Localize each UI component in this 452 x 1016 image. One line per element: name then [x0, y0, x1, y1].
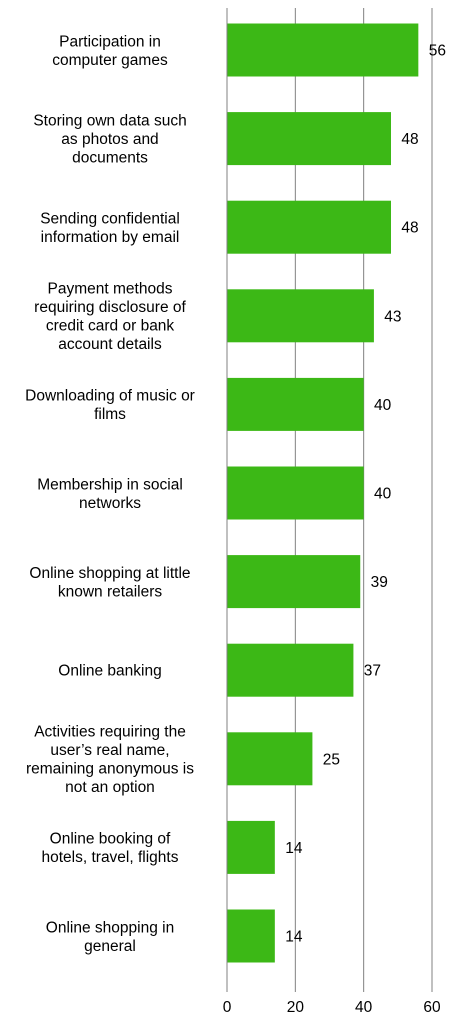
category-label-line: general: [84, 938, 136, 955]
category-label-line: networks: [79, 495, 141, 512]
category-label-10: Online shopping in general: [46, 919, 174, 955]
bar-5: [227, 466, 364, 520]
x-tick-label-40: 40: [355, 999, 373, 1016]
bar-3: [227, 289, 374, 343]
bars: [227, 23, 419, 963]
value-label-6: 39: [371, 574, 388, 591]
category-label-line: hotels, travel, flights: [42, 849, 179, 866]
category-label-line: Activities requiring the: [34, 724, 186, 741]
bar-2: [227, 200, 391, 254]
category-label-1: Storing own data such as photos and docume…: [33, 113, 186, 167]
category-label-7: Online banking: [58, 663, 161, 680]
x-tick-label-0: 0: [223, 999, 232, 1016]
category-label-line: Online banking: [58, 663, 161, 680]
category-label-line: computer games: [52, 52, 168, 69]
category-label-line: remaining anonymous is: [26, 761, 194, 778]
category-label-line: known retailers: [58, 583, 162, 600]
value-label-5: 40: [374, 486, 392, 503]
value-label-3: 43: [384, 308, 401, 325]
category-label-line: Online shopping at little: [29, 565, 190, 582]
bar-8: [227, 732, 313, 786]
category-label-9: Online booking of hotels, travel, flights: [42, 831, 179, 867]
category-label-line: credit card or bank: [46, 318, 175, 335]
category-label-6: Online shopping at little known retailers: [29, 565, 190, 601]
bar-9: [227, 820, 275, 874]
value-label-8: 25: [323, 751, 340, 768]
category-label-line: information by email: [41, 229, 180, 246]
category-label-line: as photos and: [61, 131, 158, 148]
value-label-0: 56: [429, 43, 446, 60]
value-label-4: 40: [374, 397, 392, 414]
category-label-line: Online booking of: [50, 831, 171, 848]
category-label-line: Storing own data such: [33, 113, 186, 130]
value-label-7: 37: [364, 663, 381, 680]
value-label-2: 48: [401, 220, 418, 237]
value-label-1: 48: [401, 131, 418, 148]
category-label-line: Online shopping in: [46, 919, 174, 936]
category-label-line: requiring disclosure of: [34, 299, 186, 316]
bar-4: [227, 377, 364, 431]
value-labels: 56 48 48 43 40 40 39 37 25 14 14: [285, 43, 446, 946]
x-tick-label-20: 20: [287, 999, 305, 1016]
category-labels: Participation in computer games Storing ow…: [25, 33, 195, 955]
tick-labels: 0 20 40 60: [223, 999, 441, 1016]
category-label-line: Downloading of music or: [25, 388, 195, 405]
bar-0: [227, 23, 419, 77]
bar-7: [227, 643, 354, 697]
category-label-line: user’s real name,: [50, 742, 169, 759]
category-label-0: Participation in computer games: [52, 33, 168, 69]
category-label-3: Payment methods requiring disclosure of cr…: [34, 281, 186, 354]
category-label-line: Membership in social: [37, 476, 183, 493]
bar-1: [227, 112, 391, 166]
category-label-5: Membership in social networks: [37, 476, 183, 512]
category-label-line: Participation in: [59, 33, 161, 50]
category-label-8: Activities requiring the user’s real name…: [26, 724, 194, 797]
category-label-line: not an option: [65, 779, 155, 796]
category-label-line: films: [94, 406, 126, 423]
x-tick-label-60: 60: [423, 999, 441, 1016]
category-label-4: Downloading of music or films: [25, 388, 195, 424]
category-label-line: documents: [72, 150, 148, 167]
category-label-line: Payment methods: [48, 281, 173, 298]
value-label-10: 14: [285, 929, 303, 946]
category-label-line: Sending confidential: [40, 210, 180, 227]
bar-10: [227, 909, 275, 963]
category-label-line: account details: [58, 336, 162, 353]
value-label-9: 14: [285, 840, 303, 857]
category-label-2: Sending confidential information by email: [40, 210, 180, 246]
bar-6: [227, 555, 361, 609]
